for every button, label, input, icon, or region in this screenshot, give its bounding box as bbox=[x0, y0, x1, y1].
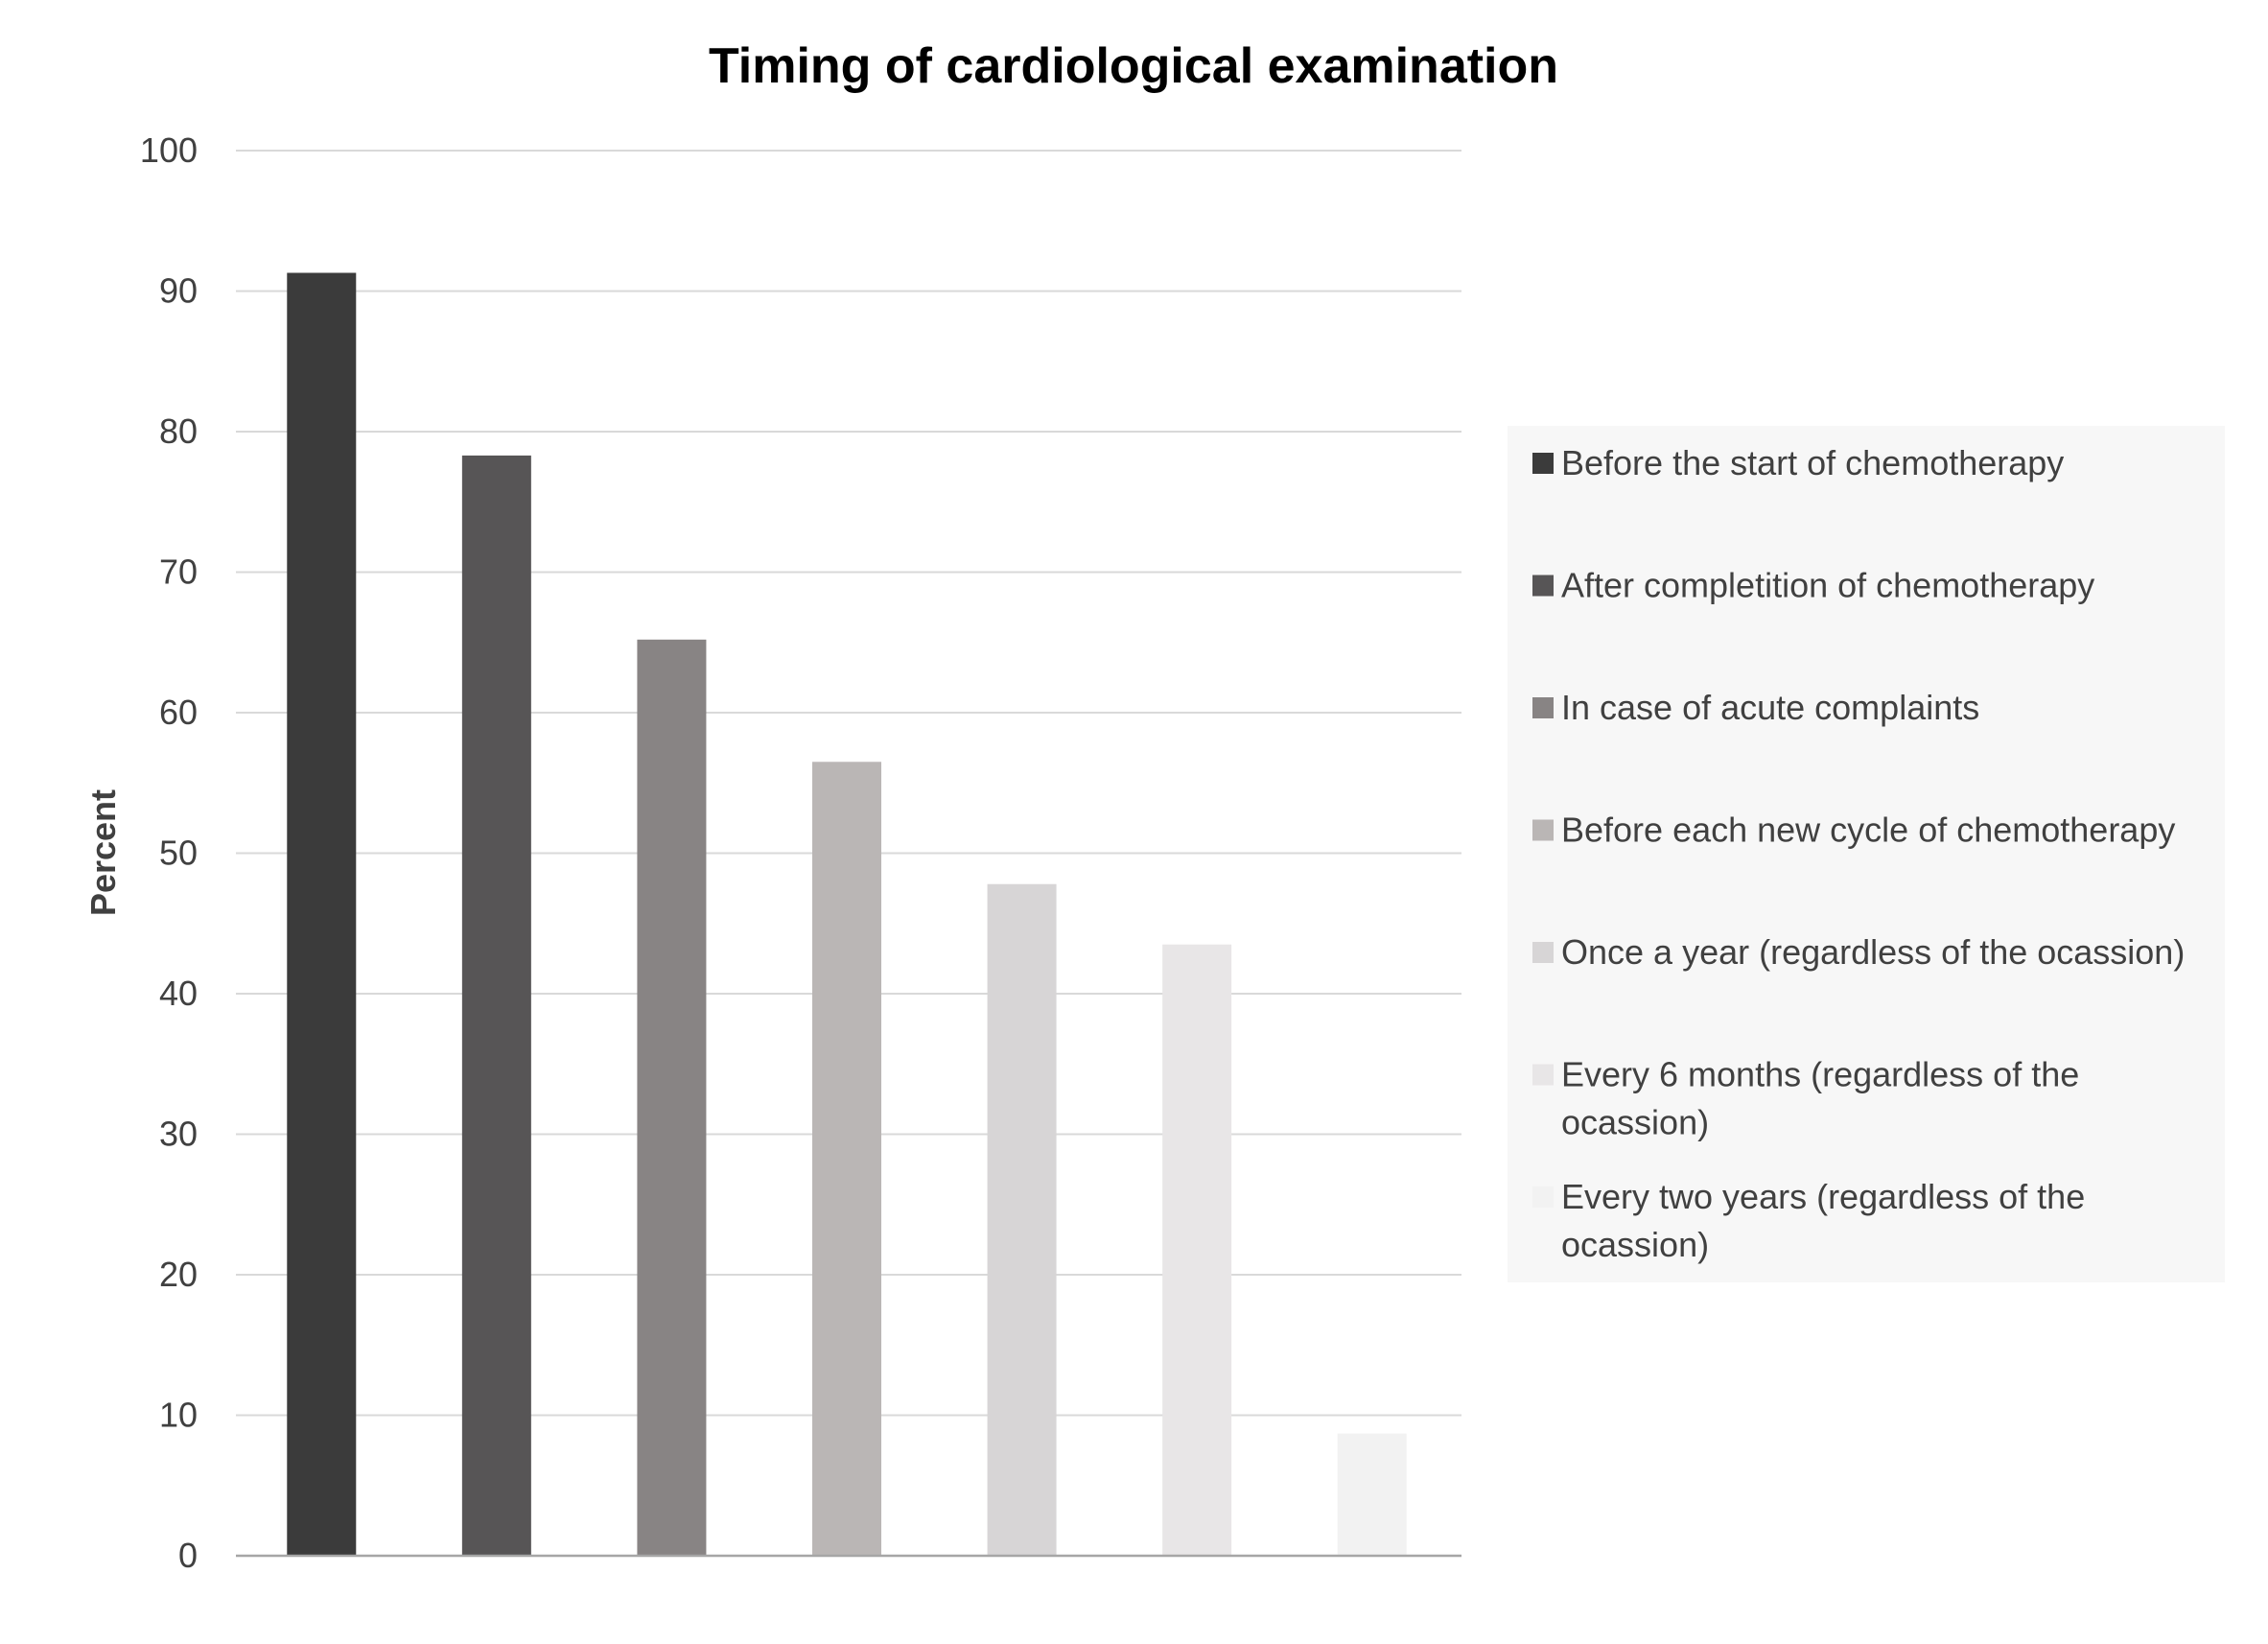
legend-swatch bbox=[1532, 942, 1554, 963]
legend-swatch bbox=[1532, 819, 1554, 841]
y-tick-label: 40 bbox=[159, 974, 198, 1013]
y-tick-label: 30 bbox=[159, 1115, 198, 1154]
bar bbox=[461, 455, 531, 1556]
y-axis-label: Percent bbox=[83, 789, 123, 916]
legend-label: After completition of chemotherapy bbox=[1561, 566, 2094, 605]
y-axis-ticks: 0 10 20 30 40 50 60 70 80 90 100 bbox=[140, 130, 198, 1575]
legend-label: Before the start of chemotherapy bbox=[1561, 443, 2064, 482]
y-tick-label: 100 bbox=[140, 130, 198, 170]
legend: Before the start of chemotherapy After co… bbox=[1508, 426, 2225, 1282]
y-tick-label: 70 bbox=[159, 552, 198, 592]
legend-items: Before the start of chemotherapy After co… bbox=[1532, 443, 2185, 1264]
legend-swatch bbox=[1532, 575, 1554, 597]
legend-label: Once a year (regardless of the ocassion) bbox=[1561, 932, 2185, 972]
bar bbox=[812, 762, 881, 1556]
legend-swatch bbox=[1532, 453, 1554, 474]
y-tick-label: 10 bbox=[159, 1396, 198, 1435]
y-tick-label: 60 bbox=[159, 693, 198, 732]
bars bbox=[287, 272, 1407, 1557]
y-tick-label: 80 bbox=[159, 411, 198, 451]
bar bbox=[1337, 1433, 1407, 1556]
legend-swatch bbox=[1532, 1186, 1554, 1208]
legend-swatch bbox=[1532, 1064, 1554, 1086]
y-tick-label: 0 bbox=[178, 1536, 198, 1575]
legend-label: Before each new cycle of chemotherapy bbox=[1561, 810, 2175, 850]
legend-label: Every 6 months (regardless of the bbox=[1561, 1055, 2079, 1094]
legend-label: In case of acute complaints bbox=[1561, 688, 1979, 727]
chart-title: Timing of cardiological examination bbox=[709, 38, 1558, 94]
legend-background bbox=[1508, 426, 2225, 1282]
y-tick-label: 90 bbox=[159, 271, 198, 311]
legend-label: ocassion) bbox=[1561, 1103, 1709, 1142]
bar bbox=[287, 272, 357, 1557]
y-tick-label: 50 bbox=[159, 834, 198, 873]
legend-swatch bbox=[1532, 697, 1554, 718]
bar bbox=[637, 639, 707, 1556]
bar bbox=[1162, 944, 1232, 1556]
legend-label: Every two years (regardless of the bbox=[1561, 1177, 2085, 1216]
y-tick-label: 20 bbox=[159, 1255, 198, 1294]
legend-label: ocassion) bbox=[1561, 1225, 1709, 1264]
bar bbox=[987, 883, 1057, 1556]
